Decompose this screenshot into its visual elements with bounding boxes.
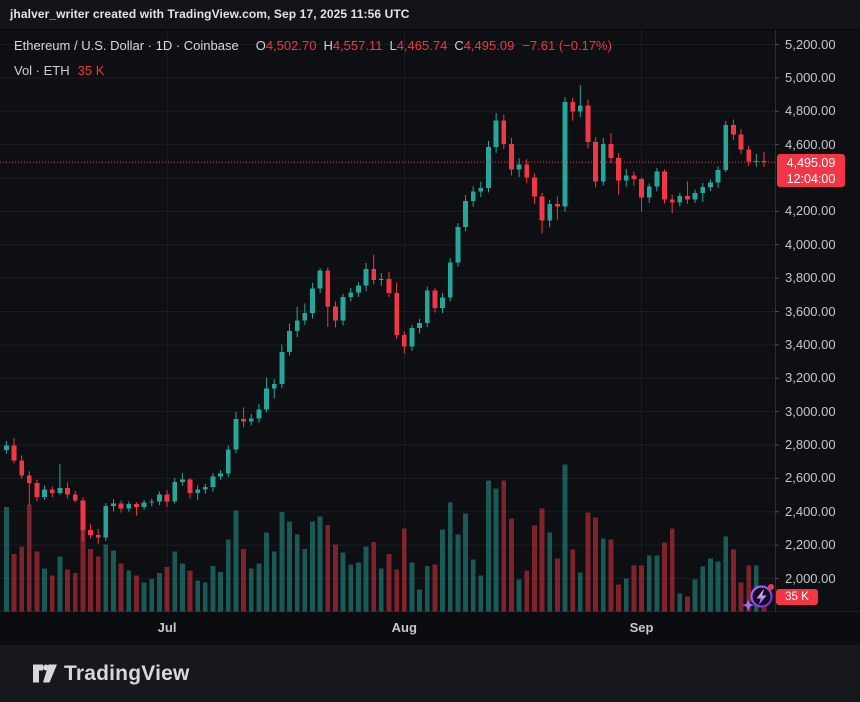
price-axis-label: 2,800.00	[785, 437, 836, 452]
volume-study-title[interactable]: Vol · ETH	[14, 63, 70, 78]
high-value: 4,557.11	[332, 38, 383, 53]
price-axis-label: 3,200.00	[785, 370, 836, 386]
symbol-title[interactable]: Ethereum / U.S. Dollar · 1D · Coinbase	[14, 38, 239, 53]
volume-badge: 35 K	[776, 589, 818, 605]
price-axis-label: 3,400.00	[785, 336, 836, 352]
change-value: −7.61 (−0.17%)	[522, 38, 612, 53]
countdown-timer: 12:04:00	[786, 172, 836, 186]
price-axis-label: 2,200.00	[785, 537, 836, 553]
price-axis-label: 2,600.00	[785, 470, 836, 486]
time-axis-label: Aug	[391, 620, 417, 635]
volume-value: 35 K	[77, 63, 105, 78]
attribution-bar: jhalver_writer created with TradingView.…	[0, 0, 860, 30]
price-gridlines	[0, 44, 775, 579]
low-label: L	[389, 38, 397, 53]
last-price-value: 4,495.09	[786, 156, 836, 170]
chart-legend-row: Ethereum / U.S. Dollar · 1D · Coinbase O4…	[14, 38, 612, 53]
footer-bar: TradingView	[0, 645, 860, 702]
candles	[3, 85, 767, 544]
price-axis-label: 3,800.00	[785, 270, 836, 286]
brand-name: TradingView	[64, 662, 190, 685]
price-axis-label: 4,600.00	[785, 136, 836, 152]
price-axis-label: 4,800.00	[785, 103, 836, 119]
close-value: 4,495.09	[463, 38, 515, 53]
lightning-spark-icon[interactable]	[742, 580, 780, 614]
attribution-text: jhalver_writer created with TradingView.…	[10, 7, 410, 21]
volume-legend-row: Vol · ETH 35 K	[14, 63, 104, 78]
tradingview-brand[interactable]: TradingView	[33, 657, 190, 691]
sparkle-icon	[742, 599, 754, 611]
last-price-badge: 4,495.09 12:04:00	[777, 154, 845, 187]
price-axis-label: 2,000.00	[785, 570, 836, 586]
time-scale[interactable]: Jul Aug Sep	[0, 612, 860, 645]
price-axis-label: 4,200.00	[785, 203, 836, 219]
time-axis-label: Sep	[629, 620, 654, 635]
price-axis-label: 4,000.00	[785, 236, 836, 252]
close-label: C	[454, 38, 464, 53]
price-axis-label: 3,600.00	[785, 303, 836, 319]
low-value: 4,465.74	[396, 38, 448, 53]
time-gridlines	[166, 30, 643, 612]
notification-dot	[768, 584, 774, 590]
tradingview-logo-icon	[33, 664, 57, 683]
price-axis-label: 2,400.00	[785, 503, 836, 519]
volume-bars	[3, 464, 767, 612]
price-axis-label: 5,000.00	[785, 69, 836, 85]
price-scale[interactable]: 5,200.00 5,000.00 4,800.00 4,600.00 4,200.00…	[775, 30, 860, 612]
lightning-bolt-glyph	[756, 589, 767, 606]
open-label: O	[255, 38, 266, 53]
price-axis-label: 5,200.00	[785, 36, 836, 52]
high-label: H	[323, 38, 333, 53]
open-value: 4,502.70	[265, 38, 317, 53]
price-axis-label: 3,000.00	[785, 403, 836, 419]
time-axis-label: Jul	[157, 620, 177, 635]
